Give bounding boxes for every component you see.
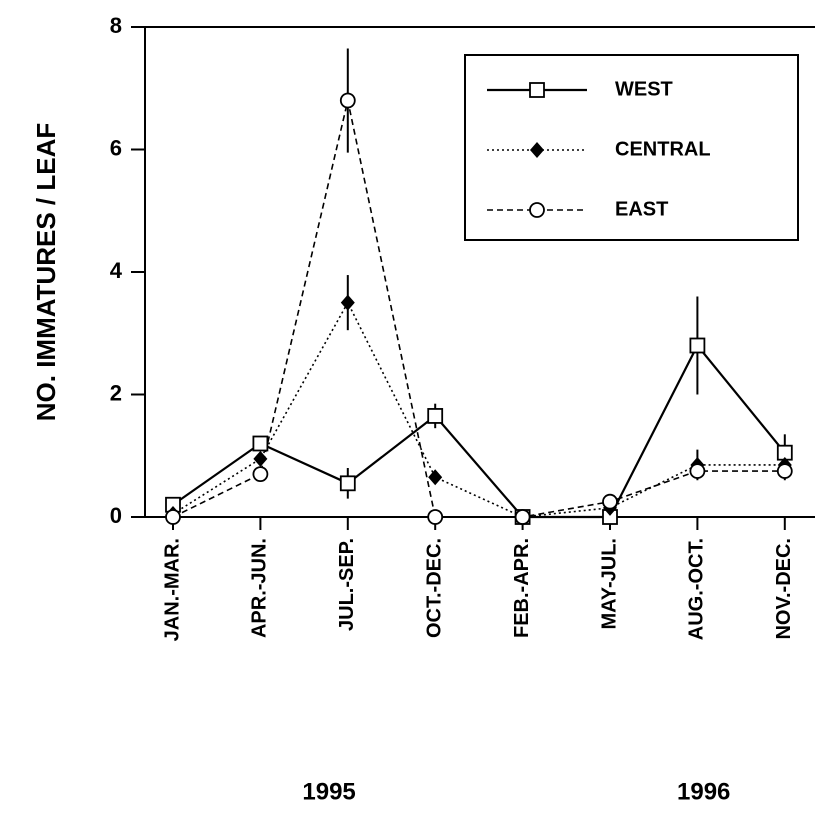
y-axis-label: NO. IMMATURES / LEAF bbox=[31, 123, 61, 422]
legend-box bbox=[464, 54, 799, 241]
marker bbox=[252, 466, 269, 483]
x-tick-label: MAY-JUL. bbox=[598, 538, 620, 630]
marker bbox=[165, 509, 181, 525]
marker bbox=[514, 509, 531, 525]
y-tick-label: 8 bbox=[110, 13, 122, 38]
marker bbox=[253, 450, 268, 467]
x-tick-label: FEB.-APR. bbox=[511, 538, 533, 638]
marker bbox=[529, 202, 545, 218]
x-tick-label: NOV.-DEC. bbox=[773, 538, 795, 640]
marker bbox=[776, 463, 793, 479]
series-line bbox=[172, 300, 785, 518]
marker bbox=[689, 463, 706, 479]
group-label: 1996 bbox=[677, 778, 730, 805]
marker bbox=[252, 435, 269, 452]
marker bbox=[529, 82, 545, 98]
x-tick-label: JUL.-SEP. bbox=[336, 538, 358, 631]
y-tick-label: 6 bbox=[110, 135, 122, 160]
marker bbox=[689, 337, 706, 354]
legend-label: WEST bbox=[615, 78, 673, 100]
y-tick-label: 0 bbox=[110, 503, 122, 528]
series-line bbox=[172, 100, 785, 518]
legend-label: CENTRAL bbox=[615, 138, 711, 160]
marker bbox=[339, 92, 356, 109]
marker bbox=[427, 408, 444, 424]
x-tick-label: OCT.-DEC. bbox=[423, 538, 445, 638]
x-tick-label: APR.-JUN. bbox=[249, 538, 271, 638]
marker bbox=[427, 509, 444, 525]
y-tick-label: 4 bbox=[110, 258, 123, 283]
marker bbox=[602, 493, 618, 510]
series-line bbox=[172, 343, 786, 519]
x-tick-label: JAN.-MAR. bbox=[161, 538, 183, 641]
x-tick-label: AUG.-OCT. bbox=[686, 538, 708, 640]
marker bbox=[339, 475, 356, 492]
group-label: 1995 bbox=[302, 778, 355, 805]
marker bbox=[428, 469, 443, 486]
marker bbox=[340, 294, 355, 311]
marker bbox=[530, 142, 544, 158]
y-tick-label: 2 bbox=[110, 380, 122, 405]
legend-label: EAST bbox=[615, 198, 668, 220]
